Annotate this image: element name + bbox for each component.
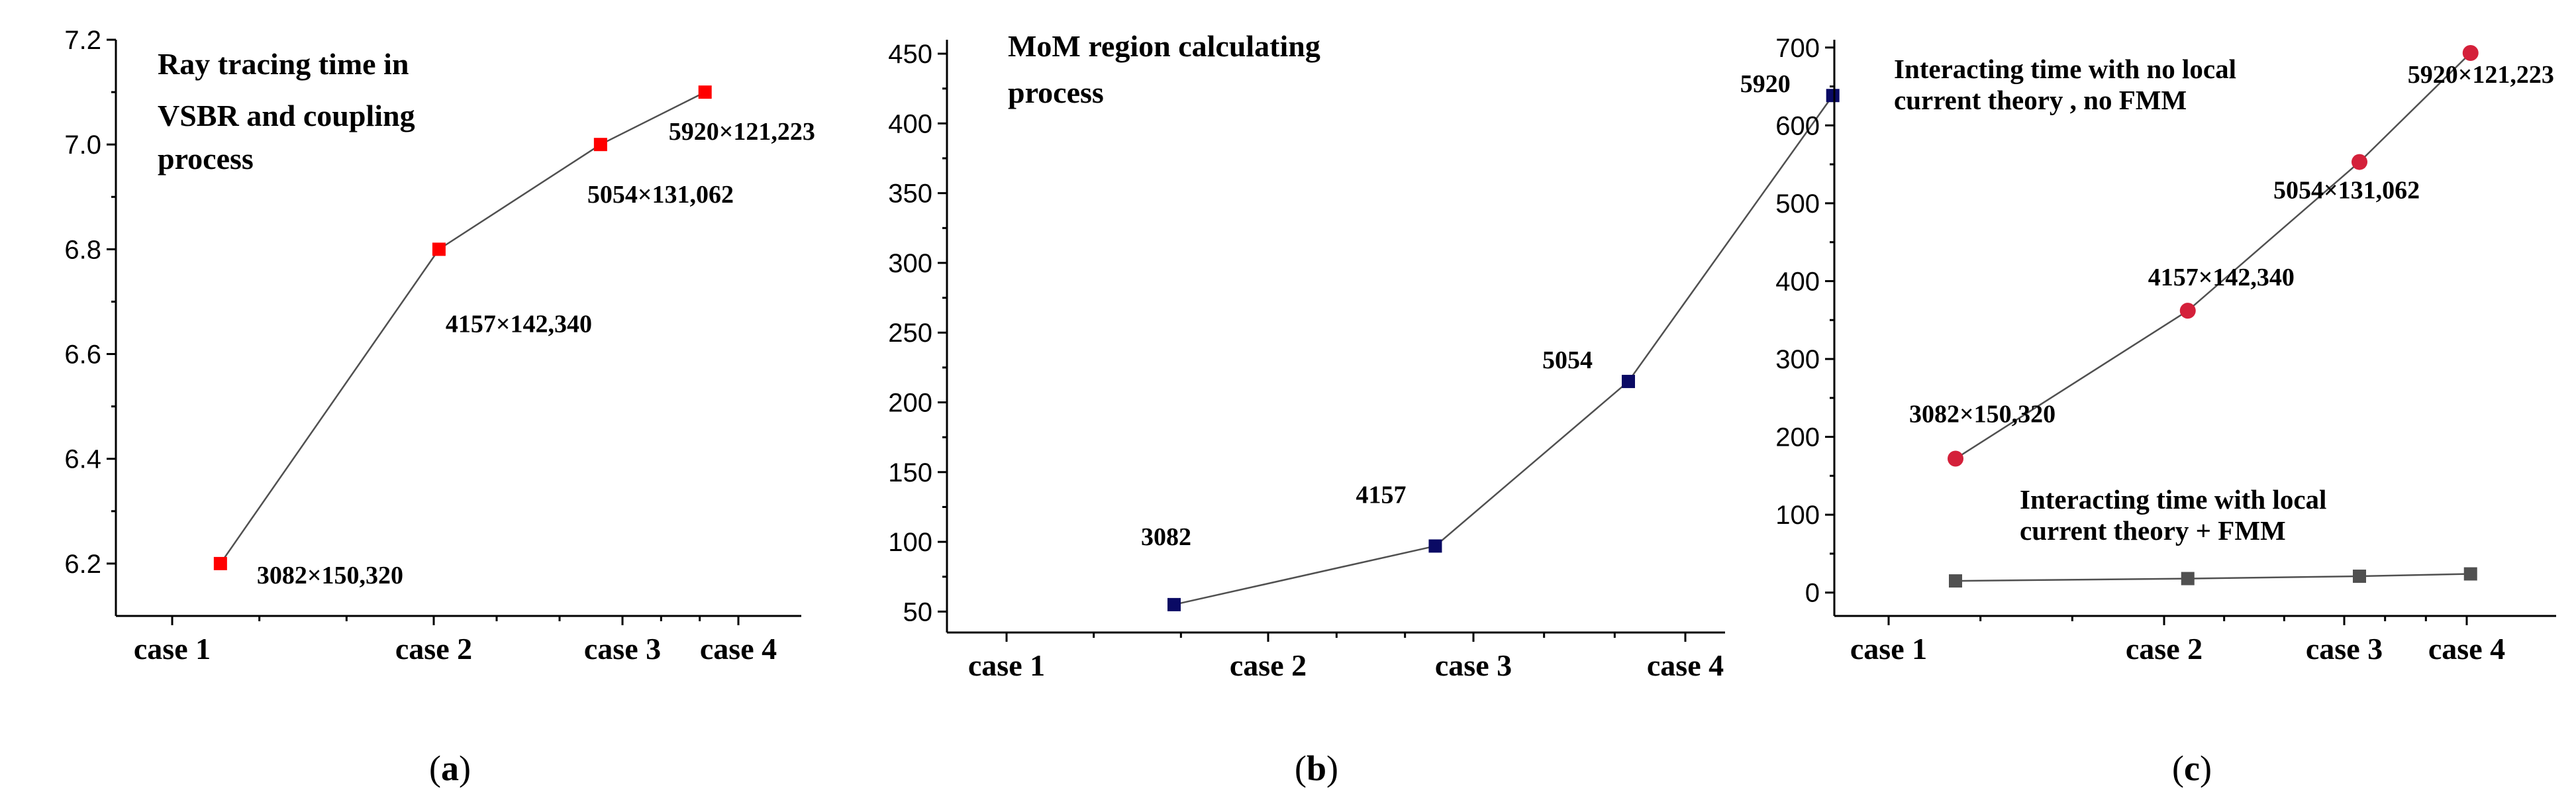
panel-c-point-labels: 3082×150,320 4157×142,340 5054×131,062 5920…: [1909, 61, 2554, 429]
data-label: 4157: [1356, 481, 1406, 509]
data-label: 3082×150,320: [257, 562, 403, 589]
x-tick-label: case 4: [700, 632, 777, 666]
panel-a-title-line-2: VSBR and coupling: [158, 99, 415, 132]
data-point: [593, 138, 607, 152]
y-tick-label: 6.4: [64, 445, 101, 474]
y-tick-label: 6.2: [64, 550, 101, 579]
x-tick-label: case 1: [134, 632, 211, 666]
data-point: [213, 556, 227, 570]
data-label: 5054×131,062: [587, 181, 734, 209]
panel-c-label: (c): [2172, 748, 2212, 788]
y-tick-label: 700: [1775, 34, 1820, 63]
panel-b-markers: [1167, 89, 1840, 611]
data-point: [1428, 539, 1442, 553]
x-tick-label: case 2: [1230, 648, 1307, 682]
y-tick-label: 100: [888, 528, 932, 557]
data-label: 3082×150,320: [1909, 401, 2056, 429]
y-tick-label: 250: [888, 319, 932, 348]
panel-c-annotation-line-1: Interacting time with local: [2020, 484, 2326, 515]
panel-a-y-ticks: 6.2 6.4 6.6 6.8 7.0 7.2: [64, 26, 116, 579]
data-point: [1826, 89, 1840, 103]
panel-b-point-labels: 3082 4157 5054 5920: [1141, 70, 1791, 551]
data-label: 5920×121,223: [669, 118, 815, 146]
y-tick-label: 600: [1775, 111, 1820, 140]
panel-a-title-line-1: Ray tracing time in: [158, 47, 409, 81]
panel-b-title-line-1: MoM region calculating: [1008, 29, 1320, 63]
data-label: 5920: [1740, 70, 1791, 98]
panel-c-series-line-fmm: [1955, 573, 2471, 582]
data-label: 5054: [1542, 346, 1593, 374]
panel-c-label-letter: c: [2184, 748, 2200, 788]
panel-b-title-line-2: process: [1008, 76, 1104, 109]
panel-b-series-line: [1173, 95, 1834, 606]
data-point: [1167, 597, 1181, 611]
panel-c-series-line-no-fmm: [1955, 52, 2471, 460]
y-tick-label: 100: [1775, 501, 1820, 530]
panel-c-title-line-2: current theory , no FMM: [1894, 85, 2187, 115]
panel-a-title-line-3: process: [158, 142, 254, 176]
y-tick-label: 300: [1775, 345, 1820, 374]
data-label: 5920×121,223: [2408, 61, 2554, 89]
y-tick-label: 7.0: [64, 130, 101, 160]
y-tick-label: 500: [1775, 189, 1820, 219]
data-point: [1949, 574, 1962, 588]
y-tick-label: 450: [888, 40, 932, 69]
data-label: 4157×142,340: [2148, 264, 2295, 291]
panel-b-y-ticks: 50 100 150 200 250 300 350 400 450: [888, 40, 947, 627]
data-label: 5054×131,062: [2273, 177, 2420, 205]
y-tick-label: 7.2: [64, 26, 101, 55]
panel-c-title-line-1: Interacting time with no local: [1894, 54, 2236, 84]
panel-b-x-ticks: case 1 case 2 case 3 case 4: [968, 633, 1724, 682]
panel-a-chart: 6.26.46.66.87.07.2 case 1 case 2 case 3 cas…: [64, 26, 815, 788]
y-tick-label: 50: [903, 597, 933, 627]
panel-a-series-line: [219, 91, 706, 564]
data-point: [2353, 570, 2366, 583]
y-tick-label: 0: [1805, 579, 1820, 608]
panel-b-label: (b): [1295, 748, 1338, 788]
panel-c-annotation-line-2: current theory + FMM: [2020, 515, 2286, 546]
data-point: [432, 242, 446, 256]
data-label: 4157×142,340: [446, 310, 592, 338]
panel-c-markers: [1948, 44, 2479, 588]
data-point: [2463, 567, 2477, 581]
panel-a-x-ticks: case 1 case 2 case 3 case 4: [134, 616, 777, 666]
y-tick-label: 350: [888, 179, 932, 209]
x-tick-label: case 2: [2126, 632, 2203, 666]
x-tick-label: case 4: [2428, 632, 2505, 666]
data-point: [2352, 154, 2367, 170]
panel-c-y-ticks: 0 100 200 300 400 500 600 700: [1775, 34, 1834, 608]
x-tick-label: case 3: [584, 632, 661, 666]
data-point: [698, 85, 712, 99]
x-tick-label: case 4: [1647, 648, 1724, 682]
y-tick-label: 300: [888, 249, 932, 278]
y-tick-label: 400: [888, 109, 932, 138]
data-point: [1622, 374, 1635, 388]
x-tick-label: case 1: [968, 648, 1045, 682]
panel-a-point-labels: 3082×150,320 4157×142,340 5054×131,062 5920…: [257, 118, 815, 589]
data-point: [2179, 303, 2196, 319]
x-tick-label: case 2: [395, 632, 472, 666]
y-tick-label: 200: [1775, 423, 1820, 452]
data-label: 3082: [1141, 523, 1191, 551]
x-tick-label: case 3: [1435, 648, 1512, 682]
y-tick-label: 6.8: [64, 235, 101, 264]
y-tick-label: 200: [888, 389, 932, 418]
panel-b-label-letter: b: [1307, 748, 1326, 788]
y-tick-label: 150: [888, 458, 932, 487]
data-point: [2181, 572, 2195, 585]
x-tick-label: case 3: [2306, 632, 2383, 666]
y-tick-label: 400: [1775, 267, 1820, 296]
x-tick-label: case 1: [1850, 632, 1927, 666]
data-point: [2462, 44, 2479, 61]
y-tick-label: 6.6: [64, 340, 101, 370]
panel-a-label: (a): [429, 748, 471, 788]
panel-c-x-ticks: case 1 case 2 case 3 case 4: [1850, 616, 2505, 666]
panel-a-markers: [213, 85, 712, 570]
data-point: [1948, 450, 1963, 467]
panel-a-label-letter: a: [441, 748, 459, 788]
